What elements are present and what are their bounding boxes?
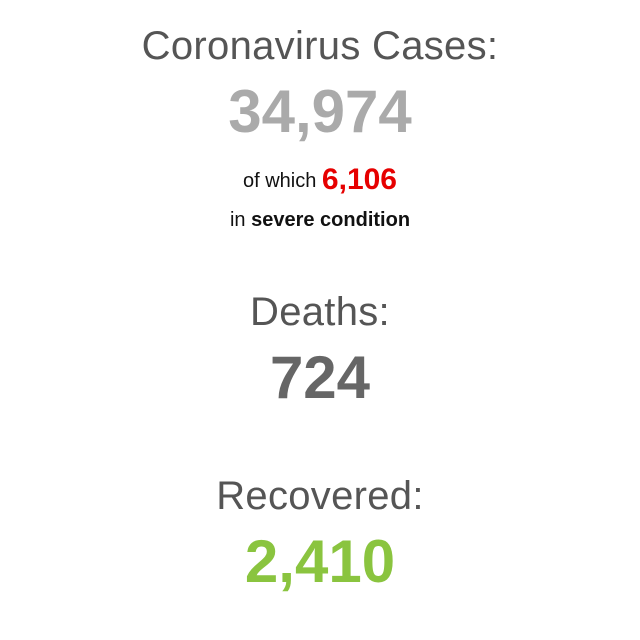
recovered-count: 2,410 — [244, 528, 396, 595]
severe-line: of which 6,106 — [0, 162, 640, 198]
severe-count: 6,106 — [321, 163, 397, 196]
in-label: in — [229, 209, 246, 231]
cases-heading: Coronavirus Cases: — [141, 24, 499, 68]
deaths-count: 724 — [269, 344, 371, 411]
deaths-heading: Deaths: — [250, 290, 390, 334]
cases-count: 34,974 — [228, 78, 412, 145]
severe-condition-label: severe condition — [251, 209, 411, 231]
recovered-heading: Recovered: — [216, 474, 424, 518]
of-which-label: of which — [242, 170, 317, 192]
severe-condition-line: in severe condition — [0, 208, 640, 232]
